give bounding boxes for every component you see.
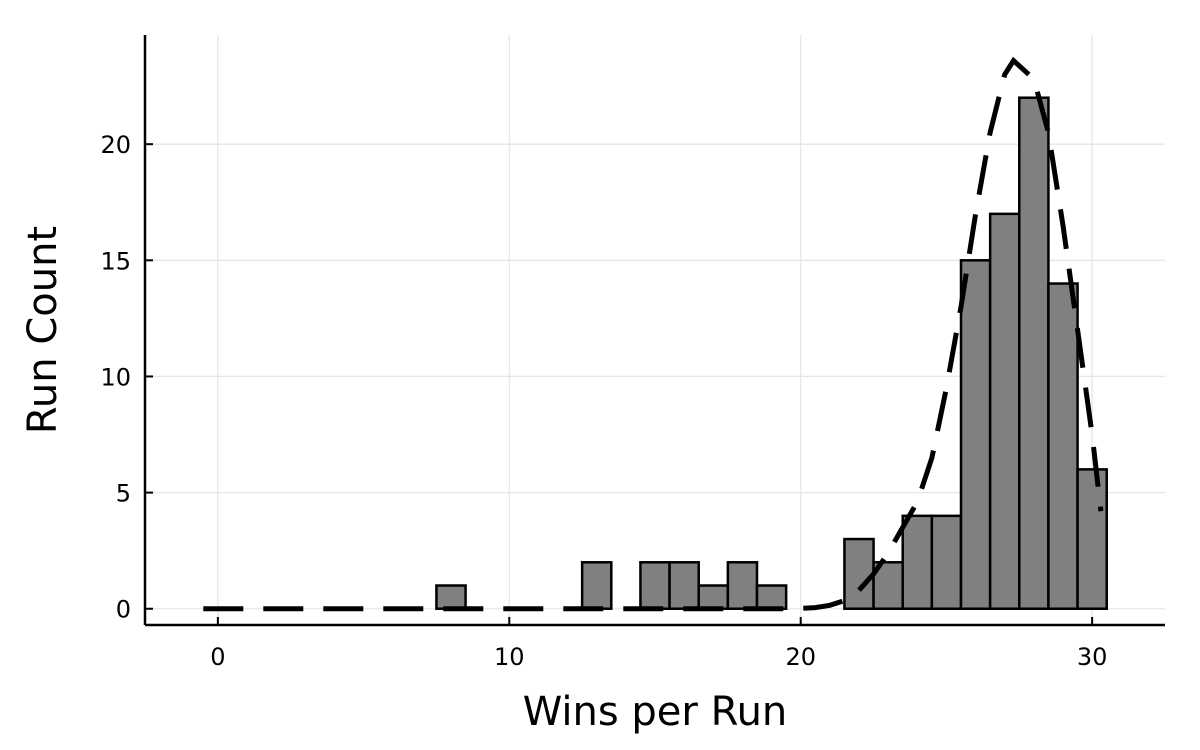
histogram-bar bbox=[668, 561, 700, 610]
histogram-bar bbox=[1018, 96, 1050, 610]
x-tick-label: 10 bbox=[494, 643, 525, 671]
y-tick-label: 10 bbox=[100, 363, 131, 391]
histogram-bar bbox=[1047, 282, 1079, 610]
histogram-bar bbox=[843, 537, 875, 610]
histogram-bar bbox=[697, 584, 730, 610]
y-tick-label: 0 bbox=[116, 596, 131, 624]
histogram-bar bbox=[930, 514, 963, 610]
y-axis-ticks: 0 5 10 15 20 bbox=[100, 131, 153, 624]
x-tick-label: 30 bbox=[1077, 643, 1108, 671]
y-tick-label: 20 bbox=[100, 131, 131, 159]
y-axis-label: Run Count bbox=[20, 226, 66, 434]
x-axis-ticks: 0 10 20 30 bbox=[210, 617, 1107, 671]
x-tick-label: 0 bbox=[210, 643, 225, 671]
histogram-bar bbox=[755, 584, 788, 610]
histogram-bars bbox=[435, 96, 1108, 610]
histogram-bar bbox=[580, 561, 613, 610]
histogram-bar bbox=[1076, 468, 1108, 610]
y-tick-label: 5 bbox=[116, 480, 131, 508]
histogram-bar bbox=[959, 259, 992, 610]
histogram-bar bbox=[726, 561, 759, 610]
histogram-bar bbox=[901, 514, 934, 610]
histogram-bar bbox=[988, 212, 1021, 610]
x-tick-label: 20 bbox=[785, 643, 816, 671]
x-axis-label: Wins per Run bbox=[523, 689, 788, 735]
density-curve bbox=[203, 56, 1104, 612]
histogram-bar bbox=[639, 561, 671, 610]
histogram-bar bbox=[435, 584, 467, 610]
y-tick-label: 15 bbox=[100, 247, 131, 275]
